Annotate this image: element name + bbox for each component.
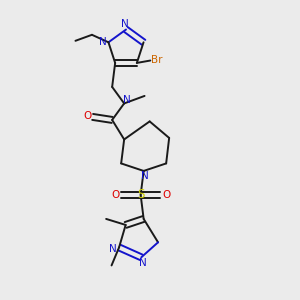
Text: Br: Br (151, 55, 163, 65)
Text: N: N (141, 171, 148, 181)
Text: S: S (137, 188, 144, 201)
Text: N: N (121, 19, 128, 29)
Text: O: O (83, 111, 92, 121)
Text: N: N (99, 37, 106, 47)
Text: N: N (139, 258, 147, 268)
Text: N: N (123, 95, 130, 105)
Text: N: N (109, 244, 117, 254)
Text: O: O (162, 190, 170, 200)
Text: O: O (111, 190, 119, 200)
